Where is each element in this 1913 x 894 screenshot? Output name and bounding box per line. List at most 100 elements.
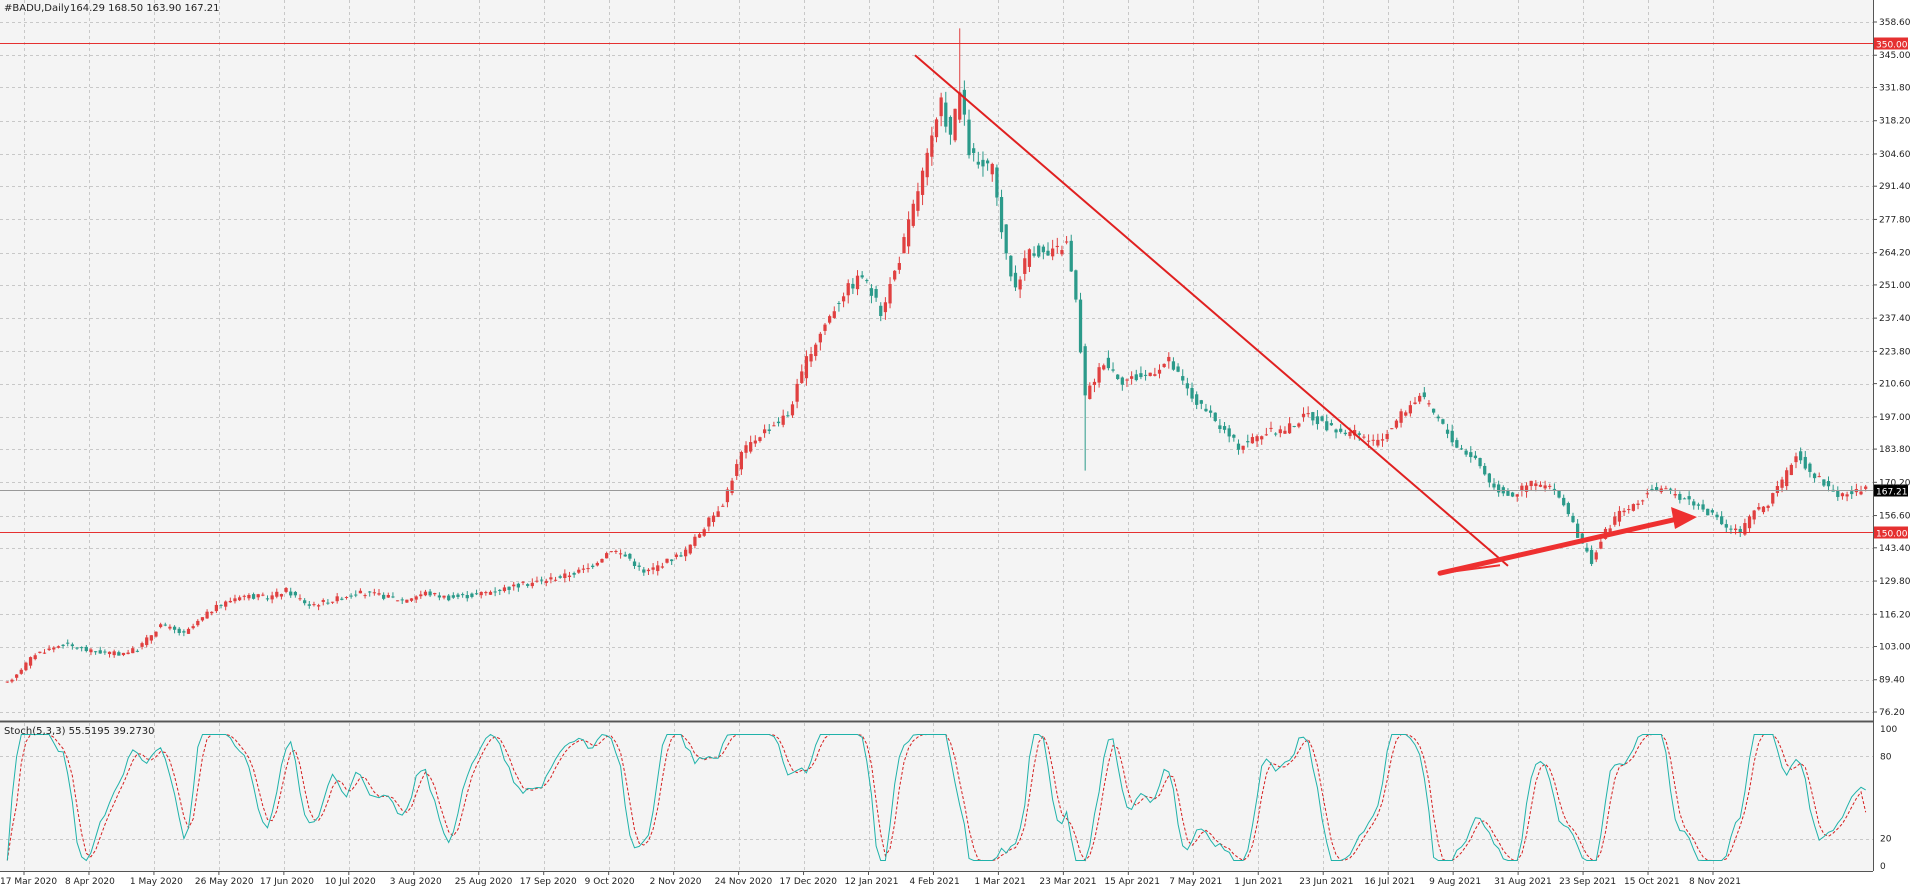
time-axis-ticks: 17 Mar 2020 8 Apr 2020 1 May 2020 26 May 20… xyxy=(0,871,1741,887)
candle xyxy=(526,583,530,588)
candle xyxy=(1120,376,1124,391)
price-tick-label: 358.60 xyxy=(1879,18,1911,28)
candle xyxy=(251,592,256,600)
time-tick-label: 12 Jan 2021 xyxy=(845,877,899,887)
time-tick-label: 3 Aug 2020 xyxy=(390,877,442,887)
candle xyxy=(1241,445,1245,454)
candle xyxy=(939,92,943,127)
candle xyxy=(558,574,562,579)
candle xyxy=(242,594,246,601)
time-tick-label: 17 Jun 2020 xyxy=(260,877,314,887)
candle xyxy=(428,589,432,598)
candle xyxy=(400,597,404,605)
candle xyxy=(1218,419,1222,434)
candle xyxy=(1613,511,1617,527)
candle xyxy=(1557,490,1561,499)
candle xyxy=(502,584,507,593)
candle xyxy=(762,424,767,438)
candle xyxy=(1589,545,1594,567)
candle xyxy=(112,649,116,658)
time-tick-label: 17 Mar 2020 xyxy=(0,877,57,887)
stochastic-tick-label: 100 xyxy=(1880,725,1897,735)
candle xyxy=(1278,425,1282,438)
candle xyxy=(1027,248,1032,273)
candle xyxy=(958,28,962,124)
time-tick-label: 8 Apr 2020 xyxy=(65,877,115,887)
candle xyxy=(437,592,442,601)
candle xyxy=(665,558,669,564)
candle xyxy=(739,450,743,475)
candle xyxy=(1548,483,1552,490)
candle xyxy=(126,649,130,655)
stochastic-tick-label: 0 xyxy=(1880,862,1886,872)
candle xyxy=(1687,491,1691,506)
candle xyxy=(237,595,242,602)
candle xyxy=(135,649,140,653)
trend-annotations xyxy=(914,54,1697,576)
candle xyxy=(507,586,511,595)
candle xyxy=(1594,550,1598,563)
candle xyxy=(196,619,200,627)
stochastic-axis-ticks: 100 80 20 0 xyxy=(1880,725,1897,872)
candle xyxy=(1055,237,1059,254)
candle xyxy=(1246,434,1250,448)
candle xyxy=(1538,481,1543,488)
candle xyxy=(1130,371,1134,385)
candle xyxy=(303,598,307,606)
time-tick-label: 10 Jul 2020 xyxy=(325,877,376,887)
candle xyxy=(1497,480,1501,497)
time-tick-label: 26 May 2020 xyxy=(195,877,254,887)
candle xyxy=(1441,418,1445,425)
price-tick-label: 116.20 xyxy=(1879,610,1911,620)
candle xyxy=(1106,350,1111,371)
candle xyxy=(1492,478,1496,490)
candle xyxy=(1287,417,1292,434)
time-tick-label: 9 Aug 2021 xyxy=(1429,877,1481,887)
candle xyxy=(1325,414,1329,432)
uptrend-arrow-tail xyxy=(1439,564,1501,575)
level-price-tag xyxy=(1874,37,1908,50)
candle xyxy=(1469,446,1473,463)
candle xyxy=(1654,482,1659,492)
candle xyxy=(930,126,934,166)
candle xyxy=(539,576,544,585)
main-panel-background xyxy=(0,0,1873,720)
candle xyxy=(1826,476,1831,492)
stochastic-main-line xyxy=(6,733,1866,862)
candle xyxy=(623,551,627,557)
candle xyxy=(809,346,813,367)
candle xyxy=(14,674,19,681)
price-tick-label: 345.00 xyxy=(1879,51,1911,61)
downtrend-line[interactable] xyxy=(914,54,1509,567)
candle xyxy=(1274,432,1278,437)
candle xyxy=(312,601,316,607)
candle xyxy=(1190,382,1194,403)
candle xyxy=(948,115,953,145)
candle xyxy=(340,596,344,601)
candle xyxy=(953,108,957,143)
candle xyxy=(200,617,205,622)
candle xyxy=(990,162,994,182)
candle xyxy=(121,652,126,657)
candle xyxy=(451,592,455,599)
candle xyxy=(307,601,311,609)
candle xyxy=(693,534,697,549)
candle xyxy=(1069,234,1073,272)
candle xyxy=(205,609,209,619)
candle xyxy=(1236,439,1241,455)
candle xyxy=(683,546,688,562)
candle xyxy=(1752,509,1756,525)
price-tick-label: 156.60 xyxy=(1879,512,1911,522)
candle xyxy=(363,593,367,599)
price-tick-label: 89.40 xyxy=(1879,676,1905,686)
candle xyxy=(289,587,293,598)
candle xyxy=(1357,431,1361,441)
price-tick-label: 277.80 xyxy=(1879,215,1911,225)
price-tick-label: 170.20 xyxy=(1879,478,1911,488)
uptrend-arrow-shaft[interactable] xyxy=(1437,516,1680,576)
candle xyxy=(42,649,47,654)
time-tick-label: 9 Oct 2020 xyxy=(585,877,635,887)
candle xyxy=(586,563,590,573)
price-tick-label: 304.60 xyxy=(1879,150,1911,160)
